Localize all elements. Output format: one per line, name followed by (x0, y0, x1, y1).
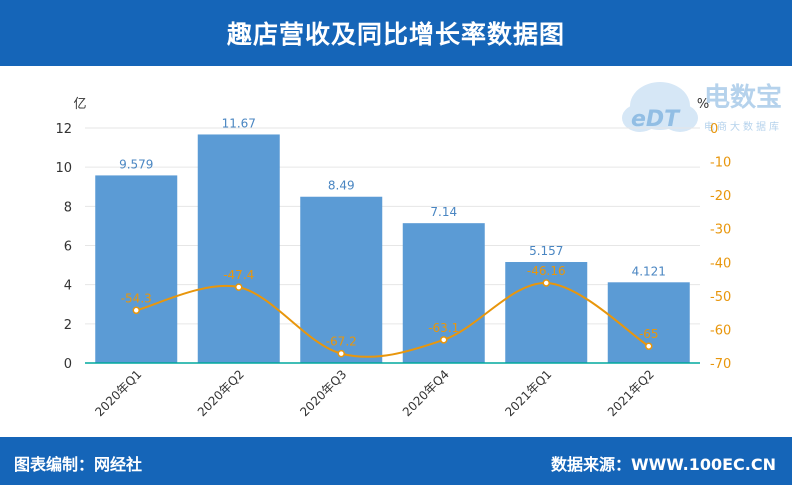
y2-tick-label: -30 (710, 223, 731, 238)
line-data-labels: -54.3 -47.4 -67.2 -63.1 -46.16 -65 (121, 264, 659, 349)
line-value-label: -67.2 (326, 335, 357, 349)
bar-value-label: 5.157 (529, 244, 563, 258)
y-axis-title: 亿 (73, 97, 86, 112)
x-axis: 2020年Q1 2020年Q2 2020年Q3 2020年Q4 2021年Q1 2021年… (85, 362, 700, 419)
cloud-icon (622, 82, 698, 132)
bar (300, 196, 383, 363)
y2-tick-label: 0 (710, 122, 718, 137)
bar-series (95, 134, 690, 363)
bar-value-label: 11.67 (222, 116, 256, 130)
y-tick-label: 6 (64, 240, 72, 255)
bar-data-labels: 9.579 11.67 8.49 7.14 5.157 4.121 (119, 116, 666, 278)
y-tick-label: 12 (55, 122, 72, 137)
y2-tick-label: -60 (710, 323, 731, 338)
line-point (440, 336, 448, 344)
line-point (542, 279, 550, 287)
chart-svg: eDT 电数宝 电商大数据库 9.579 11.67 8.49 7.14 5.157 4.… (55, 82, 782, 419)
bar-value-label: 9.579 (119, 157, 153, 171)
footer-credit: 图表编制：网经社 (14, 455, 143, 474)
grid-lines (85, 127, 700, 325)
y-tick-label: 4 (64, 279, 72, 294)
bar-value-label: 7.14 (430, 205, 457, 219)
watermark-logo: eDT 电数宝 电商大数据库 (622, 82, 782, 133)
y2-tick-label: -20 (710, 189, 731, 204)
bar-value-label: 8.49 (328, 179, 355, 193)
line-point (337, 349, 345, 358)
x-tick-label: 2020年Q3 (297, 367, 349, 419)
bar (197, 134, 280, 363)
line-point (645, 342, 653, 350)
x-tick-label: 2020年Q4 (400, 367, 452, 419)
y-tick-label: 8 (64, 200, 72, 215)
watermark-name: 电数宝 (704, 82, 782, 113)
footer-bar: 图表编制：网经社 数据来源：WWW.100EC.CN (0, 437, 792, 485)
line-point (235, 283, 243, 291)
y-axis-right: 0 -10 -20 -30 -40 -50 -60 -70 (710, 122, 731, 372)
bar (505, 262, 588, 363)
y-axis-left: 0 2 4 6 8 10 12 (55, 122, 72, 372)
header-bar: 趣店营收及同比增长率数据图 (0, 0, 792, 66)
footer-source: 数据来源：WWW.100EC.CN (550, 455, 776, 474)
x-tick-label: 2021年Q1 (502, 367, 554, 419)
watermark-tagline: 电商大数据库 (704, 120, 782, 133)
y2-tick-label: -50 (710, 290, 731, 305)
bar-value-label: 4.121 (632, 264, 666, 278)
page-title: 趣店营收及同比增长率数据图 (226, 20, 565, 49)
y-tick-label: 10 (55, 161, 72, 176)
line-value-label: -46.16 (527, 264, 566, 278)
y-tick-label: 2 (64, 318, 72, 333)
y2-axis-title: % (697, 97, 709, 112)
y2-tick-label: -70 (710, 357, 731, 372)
chart-area: eDT 电数宝 电商大数据库 9.579 11.67 8.49 7.14 5.157 4.… (0, 66, 792, 437)
y2-tick-label: -10 (710, 156, 731, 171)
line-point (132, 306, 140, 315)
y2-tick-label: -40 (710, 256, 731, 271)
line-series (132, 279, 653, 358)
bar (95, 175, 178, 363)
x-tick-label: 2021年Q2 (605, 367, 657, 419)
x-tick-label: 2020年Q1 (92, 367, 144, 419)
line-value-label: -63.1 (428, 321, 459, 335)
line-value-label: -47.4 (223, 268, 254, 282)
x-tick-label: 2020年Q2 (195, 367, 247, 419)
line-value-label: -65 (639, 327, 659, 341)
line-path (136, 281, 650, 358)
y-tick-label: 0 (64, 357, 72, 372)
line-value-label: -54.3 (121, 291, 152, 305)
